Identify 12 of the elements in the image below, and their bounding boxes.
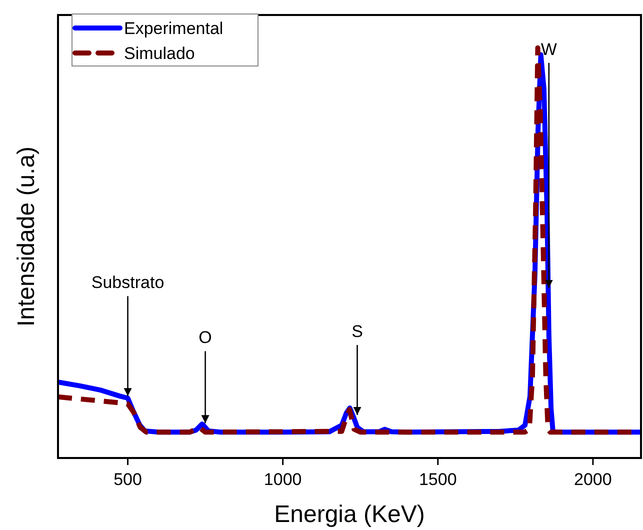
y-axis-title: Intensidade (u.a) [13,146,40,327]
x-tick-label: 1000 [264,470,302,489]
annotation: S [352,322,363,341]
legend-label: Simulado [124,44,195,63]
x-tick-label: 2000 [574,470,612,489]
annotation: Substrato [91,273,164,292]
annotation: W [540,40,557,59]
x-tick-label: 1500 [418,470,457,489]
legend-label: Experimental [124,19,224,38]
x-tick-label: 500 [114,470,142,489]
annotation: O [198,328,212,348]
x-axis-title: Energia (KeV) [274,501,425,528]
